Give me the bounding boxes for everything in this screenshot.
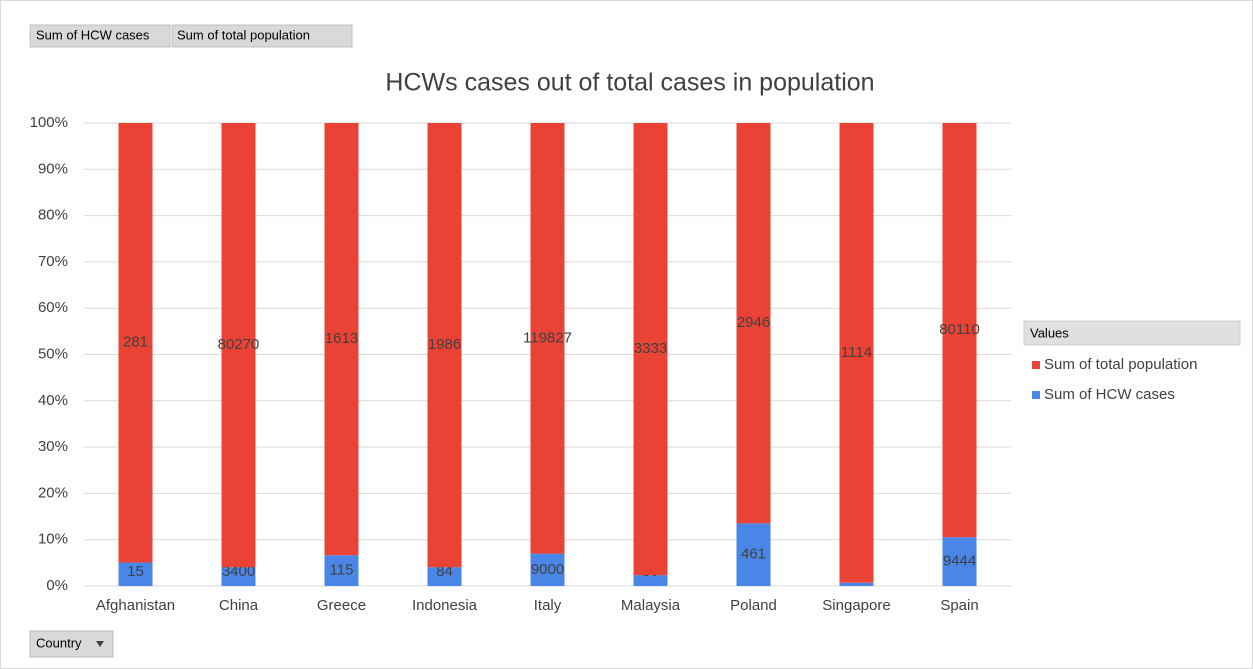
- x-tick-label: Afghanistan: [96, 597, 175, 614]
- bar-segment: [427, 567, 462, 586]
- legend-label: Sum of total population: [1044, 356, 1197, 373]
- bar-segment: [427, 123, 462, 568]
- x-tick-label: Indonesia: [412, 597, 478, 614]
- x-tick-label: China: [219, 597, 259, 614]
- y-tick-label: 50%: [38, 345, 68, 362]
- field-button-label[interactable]: Sum of total population: [177, 27, 310, 42]
- y-tick-label: 90%: [38, 160, 68, 177]
- field-button[interactable]: [171, 24, 353, 48]
- bar-segment: [633, 575, 668, 586]
- y-tick-label: 30%: [38, 438, 68, 455]
- x-tick-label: Poland: [730, 597, 777, 614]
- bar-segment: [839, 123, 874, 583]
- bar-segment: [530, 553, 565, 586]
- legend-label: Sum of HCW cases: [1044, 386, 1175, 403]
- dropdown-arrow: [96, 641, 104, 647]
- data-label: 1613: [325, 330, 358, 347]
- bar-segment: [942, 123, 977, 538]
- y-tick-label: 20%: [38, 484, 68, 501]
- x-tick-label: Malaysia: [621, 597, 681, 614]
- legend-swatch: [1032, 391, 1040, 399]
- y-tick-label: 0%: [46, 577, 68, 594]
- data-label: 9000: [531, 561, 564, 578]
- data-label: 9444: [943, 553, 976, 570]
- bar-segment: [736, 123, 771, 524]
- x-tick-label: Spain: [940, 597, 978, 614]
- y-tick-label: 10%: [38, 531, 68, 548]
- data-label: 115: [330, 562, 354, 579]
- legend-swatch: [1032, 361, 1040, 369]
- bar-segment: [118, 562, 153, 586]
- x-tick-label: Singapore: [822, 597, 890, 614]
- data-label: 1114: [841, 344, 872, 361]
- bar-segment: [118, 123, 153, 563]
- data-label: 1986: [428, 336, 461, 353]
- x-tick-label: Greece: [317, 597, 366, 614]
- x-tick-label: Italy: [534, 597, 562, 614]
- data-label: 2946: [737, 314, 770, 331]
- data-label: 3333: [634, 340, 667, 357]
- data-label: 461: [741, 546, 766, 563]
- bar-segment: [221, 567, 256, 586]
- field-button[interactable]: [29, 24, 171, 48]
- bar-segment: [324, 123, 359, 556]
- y-tick-label: 40%: [38, 392, 68, 409]
- bar-segment: [736, 523, 771, 586]
- y-tick-label: 70%: [38, 253, 68, 270]
- data-label: 84: [436, 563, 453, 580]
- data-label: 119827: [523, 329, 572, 346]
- bar-segment: [839, 582, 874, 586]
- data-label: 15: [127, 563, 144, 580]
- legend-title: Values: [1030, 325, 1069, 340]
- bar-segment: [530, 123, 565, 554]
- field-button-label[interactable]: Sum of HCW cases: [36, 27, 150, 42]
- chart-title: HCWs cases out of total cases in populat…: [385, 69, 874, 97]
- data-label: 3400: [222, 563, 255, 580]
- data-label: 80110: [939, 321, 980, 338]
- data-label: 281: [123, 334, 148, 351]
- axis-field-button-label[interactable]: Country: [36, 635, 82, 650]
- y-tick-label: 60%: [38, 299, 68, 316]
- y-tick-label: 80%: [38, 207, 68, 224]
- y-tick-label: 100%: [30, 114, 68, 131]
- bar-segment: [942, 537, 977, 586]
- legend-header: [1023, 320, 1241, 346]
- bar-segment: [324, 555, 359, 586]
- bar-segment: [633, 123, 668, 576]
- bar-segment: [221, 123, 256, 568]
- data-label: 80270: [218, 336, 260, 353]
